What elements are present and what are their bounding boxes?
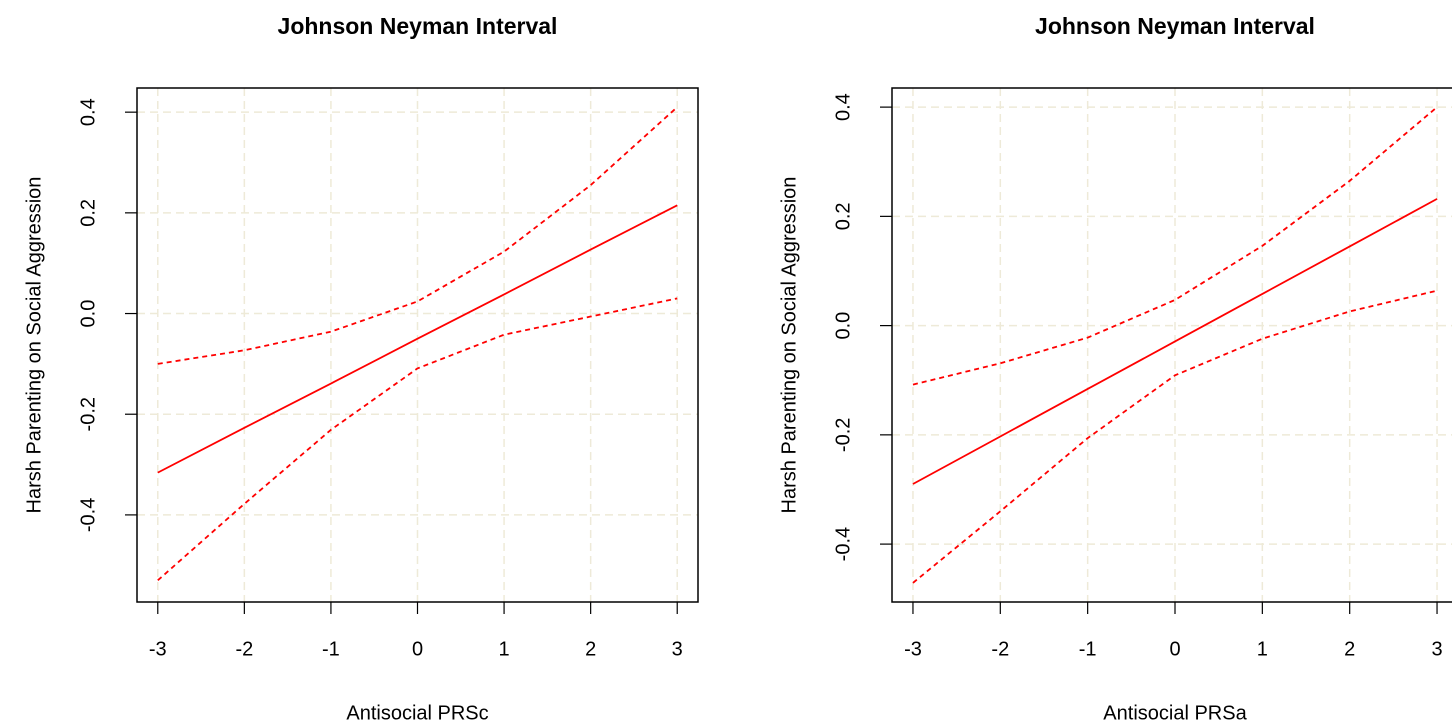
chart: Johnson Neyman Interval Antisocial PRSc Ha…: [23, 13, 699, 724]
y-tick-label: -0.4: [77, 498, 99, 532]
line-series: [912, 198, 1438, 485]
x-tick-label: 1: [1257, 638, 1268, 660]
x-tick-label: 0: [412, 638, 423, 660]
x-tick-label: -2: [991, 638, 1009, 660]
line-series: [157, 297, 678, 582]
y-tick-label: -0.2: [77, 397, 99, 431]
x-tick-label: -1: [1079, 638, 1097, 660]
y-tick-label: 0.2: [832, 202, 854, 230]
y-tick-label: -0.2: [832, 418, 854, 452]
x-tick-label: 2: [585, 638, 596, 660]
x-tick-label: 2: [1344, 638, 1355, 660]
y-tick-label: 0.4: [832, 93, 854, 121]
y-axis-title: Harsh Parenting on Social Aggression: [778, 177, 800, 514]
x-tick-label: -3: [149, 638, 167, 660]
x-tick-label: 3: [1431, 638, 1442, 660]
x-tick-label: 3: [672, 638, 683, 660]
x-axis-title: Antisocial PRSa: [1103, 702, 1247, 724]
x-tick-label: -3: [904, 638, 922, 660]
x-tick-label: -1: [322, 638, 340, 660]
chart-title: Johnson Neyman Interval: [1035, 13, 1315, 39]
x-axis-title: Antisocial PRSc: [346, 702, 488, 724]
chart-title: Johnson Neyman Interval: [278, 13, 558, 39]
line-series: [157, 204, 678, 474]
x-tick-label: -2: [235, 638, 253, 660]
line-series: [912, 106, 1438, 386]
y-tick-label: 0.2: [77, 199, 99, 227]
plot-frame: [136, 87, 699, 603]
line-series: [912, 289, 1438, 584]
x-tick-label: 0: [1169, 638, 1180, 660]
y-tick-label: 0.0: [832, 312, 854, 340]
chart: Johnson Neyman Interval Antisocial PRSa Ha…: [778, 13, 1452, 724]
y-tick-label: 0.0: [77, 300, 99, 328]
y-tick-label: -0.4: [832, 527, 854, 561]
y-axis-title: Harsh Parenting on Social Aggression: [23, 177, 45, 514]
plot-frame: [891, 87, 1452, 603]
y-tick-label: 0.4: [77, 98, 99, 126]
x-tick-label: 1: [499, 638, 510, 660]
